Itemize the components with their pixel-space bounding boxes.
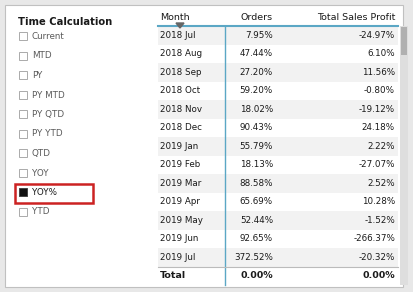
Text: 47.44%: 47.44% bbox=[239, 49, 272, 58]
Text: -266.37%: -266.37% bbox=[352, 234, 394, 243]
Bar bbox=[158, 248, 397, 267]
Text: -0.80%: -0.80% bbox=[363, 86, 394, 95]
Text: 88.58%: 88.58% bbox=[239, 179, 272, 188]
Text: 65.69%: 65.69% bbox=[239, 197, 272, 206]
Bar bbox=[158, 137, 397, 156]
Bar bbox=[158, 63, 397, 81]
Text: -20.32%: -20.32% bbox=[358, 253, 394, 262]
Bar bbox=[158, 267, 397, 285]
Text: 2.52%: 2.52% bbox=[366, 179, 394, 188]
Text: YTD: YTD bbox=[32, 208, 50, 216]
Text: 2019 Jan: 2019 Jan bbox=[159, 142, 198, 151]
Bar bbox=[19, 149, 27, 157]
Text: PY: PY bbox=[32, 71, 42, 80]
Bar bbox=[399, 26, 407, 285]
Bar bbox=[158, 192, 397, 211]
Text: 90.43%: 90.43% bbox=[239, 123, 272, 132]
Text: 2018 Nov: 2018 Nov bbox=[159, 105, 202, 114]
Bar bbox=[19, 129, 27, 138]
Bar bbox=[158, 230, 397, 248]
Text: 2019 Feb: 2019 Feb bbox=[159, 160, 200, 169]
Text: -19.12%: -19.12% bbox=[358, 105, 394, 114]
Text: -1.52%: -1.52% bbox=[363, 216, 394, 225]
Text: Time Calculation: Time Calculation bbox=[18, 17, 112, 27]
Text: 2019 Jul: 2019 Jul bbox=[159, 253, 195, 262]
Text: PY QTD: PY QTD bbox=[32, 110, 64, 119]
Text: Total Sales Profit: Total Sales Profit bbox=[316, 13, 394, 22]
Bar bbox=[15, 184, 93, 202]
Text: 0.00%: 0.00% bbox=[361, 271, 394, 280]
Text: QTD: QTD bbox=[32, 149, 51, 158]
Text: 2019 Apr: 2019 Apr bbox=[159, 197, 199, 206]
Text: 6.10%: 6.10% bbox=[366, 49, 394, 58]
Text: 92.65%: 92.65% bbox=[239, 234, 272, 243]
Text: Total: Total bbox=[159, 271, 186, 280]
Bar bbox=[158, 211, 397, 230]
Text: 52.44%: 52.44% bbox=[239, 216, 272, 225]
Text: YOY%: YOY% bbox=[32, 188, 57, 197]
Text: 55.79%: 55.79% bbox=[239, 142, 272, 151]
Text: Orders: Orders bbox=[240, 13, 272, 22]
Text: 10.28%: 10.28% bbox=[361, 197, 394, 206]
Bar bbox=[400, 27, 406, 55]
Text: 2019 Jun: 2019 Jun bbox=[159, 234, 198, 243]
Text: -24.97%: -24.97% bbox=[358, 31, 394, 40]
Polygon shape bbox=[176, 23, 183, 28]
Bar bbox=[19, 32, 27, 40]
Text: 11.56%: 11.56% bbox=[361, 68, 394, 77]
Bar bbox=[158, 26, 397, 44]
Text: 0.00%: 0.00% bbox=[240, 271, 272, 280]
Bar bbox=[19, 91, 27, 98]
Text: 372.52%: 372.52% bbox=[234, 253, 272, 262]
Text: 18.13%: 18.13% bbox=[239, 160, 272, 169]
Text: MTD: MTD bbox=[32, 51, 52, 60]
Text: 2019 May: 2019 May bbox=[159, 216, 202, 225]
Text: 24.18%: 24.18% bbox=[361, 123, 394, 132]
Bar bbox=[158, 44, 397, 63]
Text: YOY: YOY bbox=[32, 168, 48, 178]
Text: 59.20%: 59.20% bbox=[239, 86, 272, 95]
Bar bbox=[158, 100, 397, 119]
Text: 2018 Aug: 2018 Aug bbox=[159, 49, 202, 58]
Text: 2019 Mar: 2019 Mar bbox=[159, 179, 201, 188]
Text: 2018 Sep: 2018 Sep bbox=[159, 68, 201, 77]
Text: 2018 Oct: 2018 Oct bbox=[159, 86, 199, 95]
Text: 2.22%: 2.22% bbox=[367, 142, 394, 151]
Bar bbox=[19, 208, 27, 215]
Bar bbox=[158, 156, 397, 174]
Bar bbox=[158, 174, 397, 192]
Bar bbox=[19, 51, 27, 60]
Text: Month: Month bbox=[159, 13, 189, 22]
Text: PY MTD: PY MTD bbox=[32, 91, 64, 100]
Text: 27.20%: 27.20% bbox=[239, 68, 272, 77]
Text: 7.95%: 7.95% bbox=[244, 31, 272, 40]
Text: 18.02%: 18.02% bbox=[239, 105, 272, 114]
Text: 2018 Dec: 2018 Dec bbox=[159, 123, 202, 132]
Bar bbox=[158, 81, 397, 100]
Bar bbox=[19, 71, 27, 79]
Text: 2018 Jul: 2018 Jul bbox=[159, 31, 195, 40]
Text: PY YTD: PY YTD bbox=[32, 129, 62, 138]
Bar bbox=[19, 110, 27, 118]
Bar bbox=[19, 188, 27, 196]
Bar bbox=[158, 119, 397, 137]
Bar bbox=[19, 168, 27, 176]
Text: -27.07%: -27.07% bbox=[358, 160, 394, 169]
Text: Current: Current bbox=[32, 32, 64, 41]
